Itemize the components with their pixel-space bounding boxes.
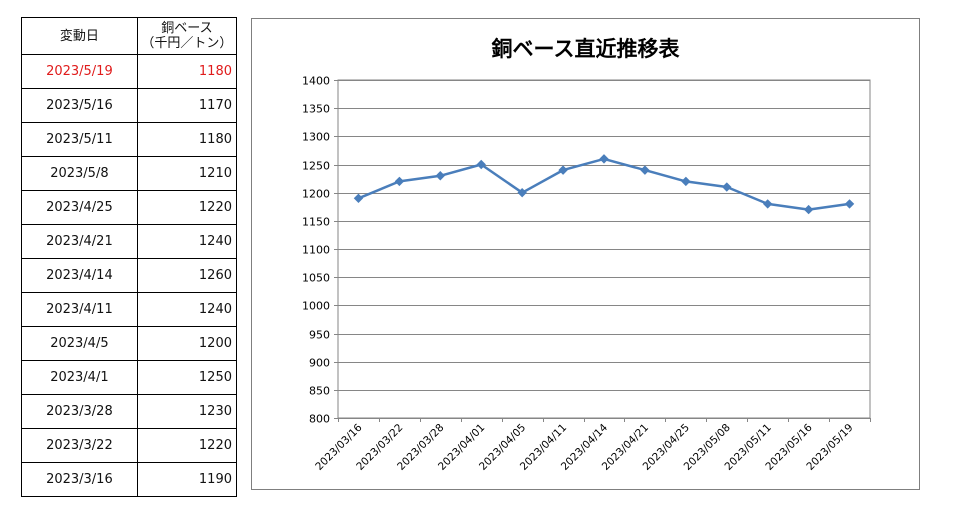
table-header-row: 変動日 銅ベース （千円／トン） xyxy=(21,17,238,55)
y-tick-label: 1200 xyxy=(302,188,330,201)
cell-date: 2023/5/11 xyxy=(21,122,138,157)
table-row: 2023/3/16 1190 xyxy=(21,462,238,497)
data-point xyxy=(353,193,364,204)
data-point xyxy=(762,199,773,209)
data-point xyxy=(394,176,405,187)
table-row: 2023/4/21 1240 xyxy=(21,224,238,259)
chart-container: 銅ベース直近推移表 800 850 900 950 1000 1050 1100 1150 12… xyxy=(251,18,920,490)
y-tick-label: 800 xyxy=(309,413,330,426)
price-table: 変動日 銅ベース （千円／トン） 2023/5/19 1180 2023/5/16 1… xyxy=(21,17,238,497)
table-row: 2023/3/28 1230 xyxy=(21,394,238,429)
table-row: 2023/5/11 1180 xyxy=(21,122,238,157)
y-tick-label: 1050 xyxy=(302,272,330,285)
cell-price: 1180 xyxy=(136,122,238,157)
cell-date: 2023/3/28 xyxy=(21,394,138,429)
data-point xyxy=(476,159,486,170)
cell-date: 2023/5/19 xyxy=(21,54,138,89)
table-row: 2023/3/22 1220 xyxy=(21,428,238,463)
table-row: 2023/5/19 1180 xyxy=(21,54,238,89)
table-body: 2023/5/19 1180 2023/5/16 1170 2023/5/11 1180 2… xyxy=(21,54,238,497)
cell-price: 1240 xyxy=(136,292,238,327)
header-price-line1: 銅ベース xyxy=(161,21,213,36)
data-point xyxy=(435,171,446,181)
data-point xyxy=(517,187,527,198)
data-point xyxy=(844,199,855,209)
data-point xyxy=(640,165,650,175)
data-point xyxy=(599,154,609,164)
cell-price: 1220 xyxy=(136,428,238,463)
y-tick-label: 1300 xyxy=(302,131,330,144)
cell-price: 1200 xyxy=(136,326,238,361)
data-point xyxy=(803,204,814,215)
cell-date: 2023/3/16 xyxy=(21,462,138,497)
cell-price: 1170 xyxy=(136,88,238,123)
series-line xyxy=(358,157,850,211)
cell-price: 1240 xyxy=(136,224,238,259)
cell-price: 1250 xyxy=(136,360,238,395)
cell-price: 1260 xyxy=(136,258,238,293)
data-point xyxy=(558,165,568,175)
cell-price: 1220 xyxy=(136,190,238,225)
y-tick-label: 850 xyxy=(309,385,330,398)
y-tick-label: 900 xyxy=(309,357,330,370)
data-point xyxy=(722,182,732,192)
cell-date: 2023/5/16 xyxy=(21,88,138,123)
cell-date: 2023/4/11 xyxy=(21,292,138,327)
y-tick-label: 1400 xyxy=(302,75,330,88)
cell-price: 1180 xyxy=(136,54,238,89)
header-price-line2: （千円／トン） xyxy=(141,36,233,51)
table-row: 2023/5/8 1210 xyxy=(21,156,238,191)
cell-date: 2023/4/21 xyxy=(21,224,138,259)
cell-date: 2023/4/5 xyxy=(21,326,138,361)
cell-date: 2023/4/25 xyxy=(21,190,138,225)
header-price: 銅ベース （千円／トン） xyxy=(136,17,238,55)
cell-date: 2023/3/22 xyxy=(21,428,138,463)
table-row: 2023/5/16 1170 xyxy=(21,88,238,123)
table-row: 2023/4/1 1250 xyxy=(21,360,238,395)
cell-price: 1190 xyxy=(136,462,238,497)
line-chart: 800 850 900 950 1000 1050 1100 1150 1200 1250 1300… xyxy=(302,75,871,473)
table-row: 2023/4/25 1220 xyxy=(21,190,238,225)
y-tick-label: 950 xyxy=(309,329,330,342)
chart-title: 銅ベース直近推移表 xyxy=(491,37,680,61)
cell-date: 2023/4/14 xyxy=(21,258,138,293)
header-date: 変動日 xyxy=(21,17,138,55)
table-row: 2023/4/11 1240 xyxy=(21,292,238,327)
table-row: 2023/4/5 1200 xyxy=(21,326,238,361)
y-tick-label: 1100 xyxy=(302,244,330,257)
data-point xyxy=(681,176,691,187)
y-tick-label: 1350 xyxy=(302,103,330,116)
cell-price: 1210 xyxy=(136,156,238,191)
cell-date: 2023/4/1 xyxy=(21,360,138,395)
y-tick-label: 1250 xyxy=(302,160,330,173)
y-tick-label: 1150 xyxy=(302,216,330,229)
table-row: 2023/4/14 1260 xyxy=(21,258,238,293)
y-tick-label: 1000 xyxy=(302,300,330,313)
cell-price: 1230 xyxy=(136,394,238,429)
cell-date: 2023/5/8 xyxy=(21,156,138,191)
